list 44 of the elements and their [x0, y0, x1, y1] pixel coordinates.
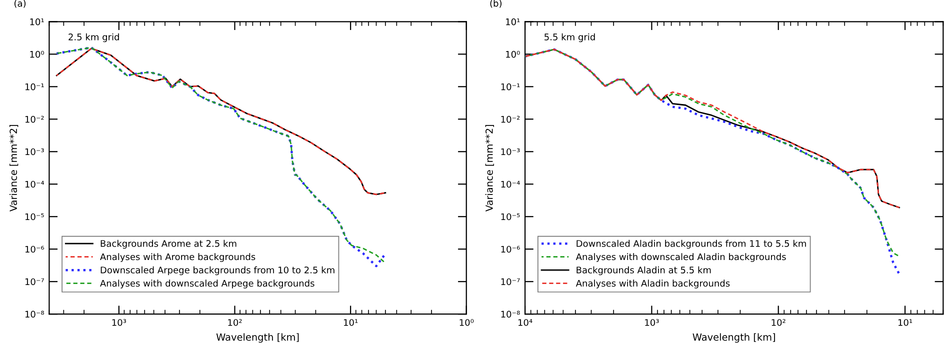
y-tick-label: 10¹: [30, 18, 44, 26]
y-tick-label: 10⁻³: [501, 148, 520, 156]
y-axis-title: Variance [mm**2]: [485, 124, 494, 212]
x-tick-label: 10²: [772, 319, 786, 326]
x-tick-label: 10¹: [344, 319, 358, 326]
y-tick-label: 10⁻²: [501, 116, 520, 123]
y-tick-label: 10⁻⁸: [501, 310, 520, 318]
x-tick-label: 10⁰: [460, 319, 474, 326]
x-axis-title: Wavelength [km]: [216, 333, 299, 343]
y-axis-title: Variance [mm**2]: [9, 124, 18, 212]
x-axis-title: Wavelength [km]: [692, 333, 775, 343]
x-tick-label: 10⁴: [518, 319, 532, 326]
legend-label: Analyses with Aladin backgrounds: [576, 280, 730, 288]
y-tick-label: 10⁻⁶: [501, 246, 520, 253]
legend-label: Analyses with downscaled Aladin backgrounds: [576, 253, 786, 262]
legend-label: Analyses with Arome backgrounds: [100, 253, 256, 262]
x-tick-label: 10²: [228, 319, 242, 326]
y-tick-label: 10⁻⁷: [25, 278, 44, 286]
chart-title: (a): [14, 0, 26, 8]
y-tick-label: 10⁻¹: [25, 83, 44, 90]
y-tick-label: 10¹: [506, 18, 520, 26]
legend-label: Downscaled Arpege backgrounds from 10 to 2.5 km: [100, 266, 334, 276]
legend-label: Analyses with downscaled Arpege backgrounds: [100, 280, 314, 288]
legend-label: Downscaled Aladin backgrounds from 11 to 5.5 km: [576, 240, 806, 249]
y-tick-label: 10⁻³: [25, 148, 44, 156]
y-tick-label: 10⁻²: [25, 116, 44, 123]
y-tick-label: 10⁻⁵: [501, 213, 520, 220]
y-tick-label: 10⁻⁴: [25, 180, 44, 188]
x-tick-label: 10¹: [898, 319, 912, 326]
annotation: 5.5 km grid: [544, 33, 595, 42]
y-tick-label: 10⁰: [506, 50, 520, 58]
y-tick-label: 10⁻⁸: [25, 310, 44, 318]
y-tick-label: 10⁻⁶: [25, 246, 44, 253]
y-tick-label: 10⁻⁷: [501, 278, 520, 286]
x-tick-label: 10³: [112, 319, 126, 326]
legend-label: Backgrounds Arome at 2.5 km: [100, 240, 236, 249]
annotation: 2.5 km grid: [68, 33, 119, 42]
x-tick-label: 10³: [645, 319, 659, 326]
chart-title: (b): [490, 0, 502, 8]
y-tick-label: 10⁰: [30, 50, 44, 58]
legend-label: Backgrounds Aladin at 5.5 km: [576, 266, 711, 276]
y-tick-label: 10⁻⁴: [501, 180, 520, 188]
y-tick-label: 10⁻⁵: [25, 213, 44, 220]
y-tick-label: 10⁻¹: [501, 83, 520, 90]
